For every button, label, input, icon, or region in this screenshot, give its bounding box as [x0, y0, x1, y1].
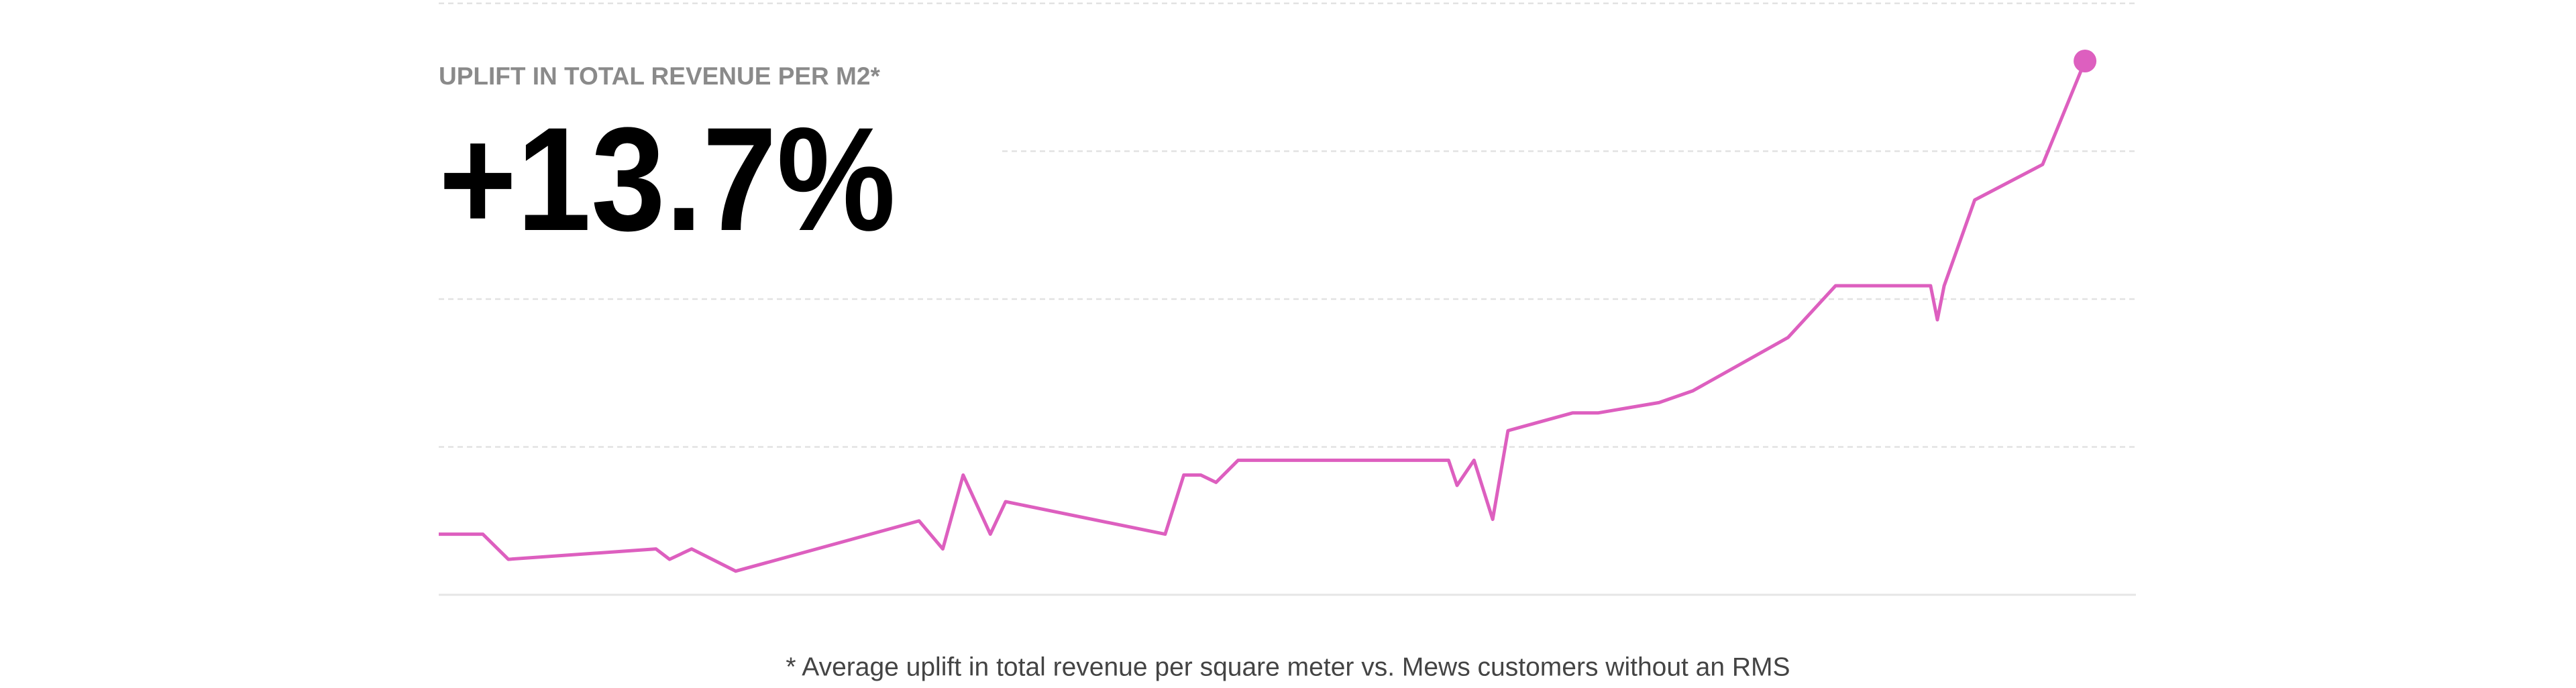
subtitle: UPLIFT IN TOTAL REVENUE PER M2* [439, 62, 880, 90]
text-backdrop [429, 40, 1000, 255]
footnote: * Average uplift in total revenue per sq… [786, 652, 1790, 681]
end-dot [2074, 49, 2097, 72]
line [439, 60, 2087, 573]
plot [439, 49, 2097, 573]
title: +13.7% [439, 97, 896, 262]
